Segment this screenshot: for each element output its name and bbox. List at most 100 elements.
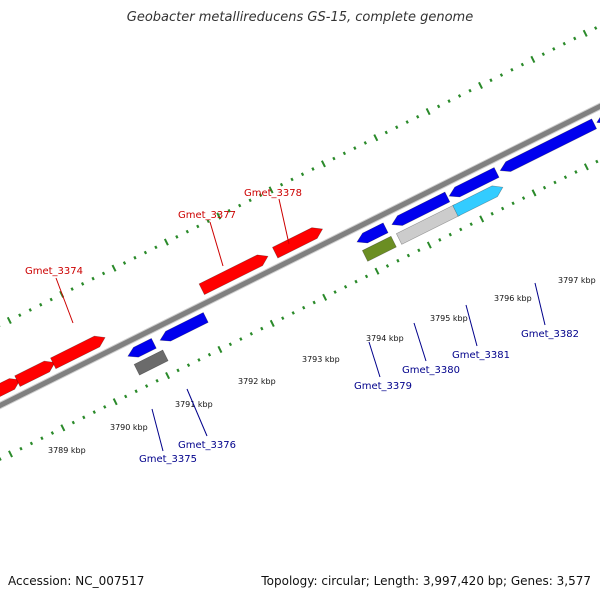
tick-mark	[520, 62, 525, 67]
tick-mark	[60, 424, 66, 432]
tick-mark	[40, 436, 44, 441]
tick-mark	[457, 94, 462, 98]
tick-mark	[163, 238, 169, 246]
tick-mark	[124, 394, 128, 399]
tick-mark	[448, 232, 452, 237]
reverse-gene-label[interactable]: Gmet_3375	[139, 454, 197, 465]
tick-mark	[101, 271, 106, 276]
tick-mark	[165, 372, 171, 380]
tick-mark	[417, 248, 421, 253]
tick-mark	[258, 193, 263, 197]
tick-mark	[320, 160, 326, 168]
backbone-shadow	[0, 102, 600, 410]
tick-mark	[112, 398, 118, 406]
pseudo-gene-box[interactable]	[133, 349, 169, 376]
tick-mark	[490, 211, 494, 216]
reverse-gene-label[interactable]: Gmet_3376	[178, 440, 236, 451]
tick-mark	[353, 146, 357, 150]
tick-mark	[302, 305, 306, 310]
tick-mark	[563, 175, 568, 180]
tick-mark	[175, 235, 179, 239]
reverse-gene-arrow[interactable]	[127, 338, 157, 358]
scale-tick-label: 3795 kbp	[430, 314, 468, 323]
scale-tick-label: 3793 kbp	[302, 355, 340, 364]
tick-mark	[133, 255, 137, 260]
tick-mark	[468, 88, 472, 93]
scale-tick-label: 3792 kbp	[238, 377, 276, 386]
tick-mark	[447, 99, 451, 103]
tick-mark	[406, 253, 411, 258]
tick-mark	[438, 238, 442, 242]
gene-callout-line	[413, 322, 427, 362]
tick-mark	[469, 222, 473, 227]
cds-feature-arrow[interactable]	[452, 185, 504, 217]
reverse-gene-label[interactable]: Gmet_3381	[452, 350, 510, 361]
forward-gene-label[interactable]: Gmet_3377	[178, 210, 236, 221]
gene-callout-line	[151, 408, 164, 452]
tick-mark	[176, 368, 180, 373]
reverse-gene-arrow[interactable]	[499, 118, 597, 172]
tick-mark	[217, 345, 223, 354]
tick-mark	[111, 264, 117, 272]
tick-mark	[155, 378, 159, 383]
reverse-gene-label[interactable]: Gmet_3379	[354, 381, 412, 392]
tick-mark	[18, 313, 22, 318]
tick-mark	[574, 170, 578, 174]
forward-gene-arrow[interactable]	[0, 378, 21, 406]
gene-callout-line	[186, 388, 208, 437]
reverse-gene-arrow[interactable]	[596, 85, 600, 124]
tick-mark	[228, 342, 233, 347]
tick-mark	[196, 224, 200, 229]
tick-mark	[426, 241, 432, 249]
tick-mark	[595, 159, 599, 164]
tick-mark	[594, 26, 598, 30]
tick-mark	[583, 163, 589, 171]
reverse-gene-arrow[interactable]	[391, 191, 451, 226]
forward-gene-label[interactable]: Gmet_3374	[25, 266, 83, 277]
tick-mark	[238, 203, 242, 208]
tick-row-reverse	[0, 159, 599, 461]
tick-mark	[279, 182, 284, 187]
tick-mark	[185, 229, 189, 234]
topology-label: Topology: circular; Length: 3,997,420 bp…	[261, 574, 591, 588]
tick-mark	[268, 186, 274, 194]
forward-gene-arrow[interactable]	[272, 227, 324, 259]
tick-mark	[573, 36, 577, 41]
tick-mark	[50, 431, 55, 435]
gene-callout-line	[278, 198, 290, 245]
tick-mark	[373, 134, 379, 142]
accession-label: Accession: NC_007517	[8, 574, 145, 588]
tick-mark	[29, 441, 34, 446]
tick-mark	[521, 196, 526, 200]
tick-mark	[80, 282, 85, 286]
reverse-gene-label[interactable]: Gmet_3382	[521, 329, 579, 340]
forward-gene-label[interactable]: Gmet_3378	[244, 188, 302, 199]
tick-mark	[122, 261, 127, 265]
tick-mark	[510, 67, 514, 72]
tick-mark	[562, 41, 566, 46]
tick-mark	[154, 245, 158, 250]
forward-gene-arrow[interactable]	[14, 360, 56, 387]
gene-callout-line	[465, 304, 478, 347]
tick-mark	[239, 337, 243, 341]
rna-gene-box[interactable]	[361, 235, 397, 262]
tick-mark	[542, 185, 547, 190]
tick-mark	[290, 177, 294, 182]
reverse-gene-arrow[interactable]	[356, 222, 389, 244]
tick-mark	[49, 297, 53, 302]
tick-mark	[479, 215, 485, 223]
tick-mark	[395, 125, 399, 130]
reverse-gene-label[interactable]: Gmet_3380	[402, 365, 460, 376]
reverse-gene-arrow[interactable]	[159, 312, 209, 342]
tick-mark	[541, 52, 545, 56]
tick-mark	[227, 208, 231, 213]
tick-mark	[28, 308, 32, 312]
tick-mark	[552, 47, 556, 51]
tick-mark	[143, 250, 148, 255]
forward-gene-arrow[interactable]	[50, 335, 106, 370]
tick-mark	[553, 180, 557, 185]
forward-gene-arrow[interactable]	[198, 254, 269, 296]
tick-mark	[260, 326, 264, 331]
reverse-gene-arrow[interactable]	[448, 167, 500, 198]
